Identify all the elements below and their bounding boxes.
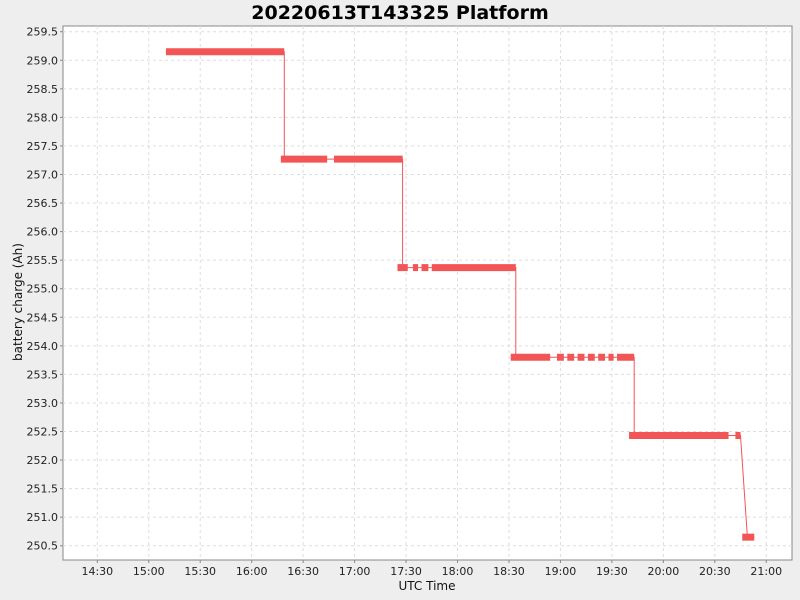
- x-tick-label: 16:00: [236, 565, 268, 578]
- x-tick-label: 15:30: [184, 565, 216, 578]
- y-tick-label: 258.5: [27, 83, 59, 96]
- grid-lines: [63, 26, 792, 560]
- x-tick-label: 21:00: [750, 565, 782, 578]
- y-tick-label: 254.0: [27, 340, 59, 353]
- y-tick-label: 251.0: [27, 511, 59, 524]
- y-tick-label: 256.0: [27, 226, 59, 239]
- y-tick-label: 255.5: [27, 254, 59, 267]
- data-series: [165, 48, 755, 541]
- x-tick-label: 15:00: [133, 565, 165, 578]
- x-tick-label: 18:00: [442, 565, 474, 578]
- y-tick-label: 257.0: [27, 168, 59, 181]
- y-tick-label: 254.5: [27, 311, 59, 324]
- x-tick-label: 20:30: [699, 565, 731, 578]
- y-tick-label: 255.0: [27, 283, 59, 296]
- x-tick-label: 17:30: [390, 565, 422, 578]
- y-tick-label: 257.5: [27, 140, 59, 153]
- chart-title: 20220613T143325 Platform: [251, 2, 549, 24]
- y-tick-label: 251.5: [27, 483, 59, 496]
- y-tick-label: 253.5: [27, 368, 59, 381]
- y-tick-label: 253.0: [27, 397, 59, 410]
- x-tick-label: 19:00: [545, 565, 577, 578]
- plot-area: [62, 25, 793, 561]
- y-tick-label: 258.0: [27, 111, 59, 124]
- y-tick-label: 259.5: [27, 26, 59, 39]
- y-tick-label: 252.5: [27, 425, 59, 438]
- y-tick-label: 259.0: [27, 54, 59, 67]
- x-tick-label: 20:00: [648, 565, 680, 578]
- x-tick-label: 17:00: [339, 565, 371, 578]
- x-axis-label: UTC Time: [399, 579, 456, 593]
- x-tick-label: 14:30: [81, 565, 113, 578]
- x-tick-label: 18:30: [493, 565, 525, 578]
- x-tick-label: 16:30: [287, 565, 319, 578]
- x-tick-label: 19:30: [596, 565, 628, 578]
- y-axis: 259.5 259.0 258.5 258.0 257.5 257.0 256.5 256.0…: [27, 26, 63, 553]
- y-tick-label: 256.5: [27, 197, 59, 210]
- y-axis-label: battery charge (Ah): [11, 243, 25, 361]
- y-tick-label: 250.5: [27, 540, 59, 553]
- x-axis: 14:30 15:00 15:30 16:00 16:30 17:00 17:30 18:00…: [81, 560, 782, 578]
- y-tick-label: 252.0: [27, 454, 59, 467]
